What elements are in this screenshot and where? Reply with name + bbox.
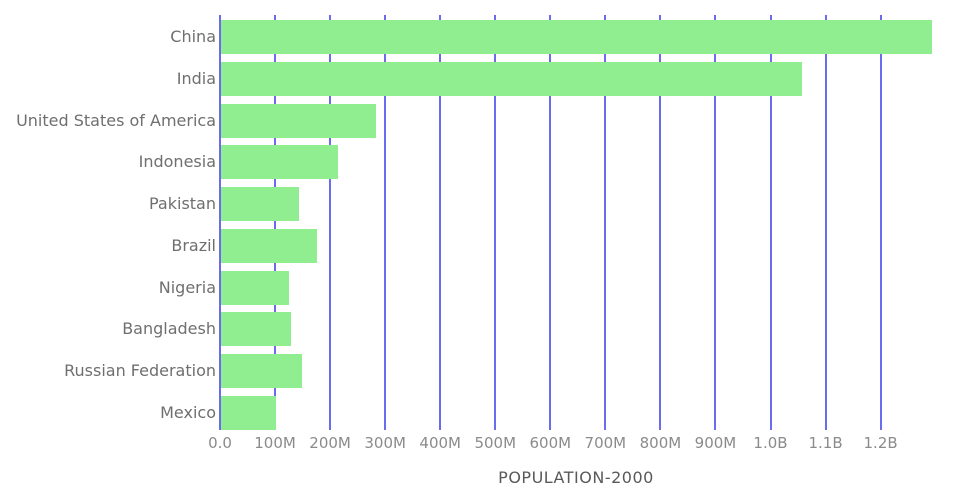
bar-brazil[interactable] — [221, 228, 318, 263]
gridline-900m — [714, 15, 717, 430]
bar-indonesia[interactable] — [221, 145, 338, 180]
x-tick-label-800m: 800M — [639, 434, 682, 452]
x-tick-label-1-2b: 1.2B — [863, 434, 898, 452]
gridline-400m — [439, 15, 442, 430]
bar-pakistan[interactable] — [221, 187, 300, 222]
x-tick-label-900m: 900M — [694, 434, 737, 452]
x-tick-label-1-0b: 1.0B — [753, 434, 788, 452]
category-label-indonesia: Indonesia — [138, 152, 216, 172]
category-label-india: India — [176, 68, 216, 88]
x-tick-label-200m: 200M — [309, 434, 351, 452]
x-tick-label-1-1b: 1.1B — [808, 434, 843, 452]
bar-united-states-of-america[interactable] — [221, 103, 377, 138]
x-tick-label-500m: 500M — [474, 434, 517, 452]
x-tick-label-0-0: 0.0 — [208, 434, 232, 452]
gridline-800m — [659, 15, 662, 430]
gridline-1000m — [769, 15, 772, 430]
gridline-1100m — [824, 15, 827, 430]
x-tick-label-300m: 300M — [364, 434, 406, 452]
category-label-pakistan: Pakistan — [149, 194, 216, 214]
plot-area — [219, 15, 932, 431]
gridline-700m — [604, 15, 607, 430]
gridline-600m — [549, 15, 552, 430]
category-label-bangladesh: Bangladesh — [122, 319, 216, 339]
gridline-500m — [494, 15, 497, 430]
value-axis: 0.0 100M 200M 300M 400M 500M 600M 700M 800M 900M 1… — [0, 431, 960, 453]
bar-mexico[interactable] — [221, 396, 277, 431]
x-tick-label-600m: 600M — [529, 434, 572, 452]
bar-nigeria[interactable] — [221, 270, 289, 305]
bar-india[interactable] — [221, 61, 803, 96]
category-label-brazil: Brazil — [171, 235, 216, 255]
gridline-200m — [329, 15, 332, 430]
gridline-0m — [219, 15, 221, 430]
category-label-russian-federation: Russian Federation — [64, 361, 216, 381]
x-tick-label-400m: 400M — [419, 434, 461, 452]
gridline-100m — [274, 15, 277, 430]
category-label-nigeria: Nigeria — [158, 277, 216, 297]
x-tick-label-100m: 100M — [254, 434, 296, 452]
category-label-china: China — [170, 27, 216, 46]
gridline-300m — [384, 15, 387, 430]
bar-russian-federation[interactable] — [221, 354, 302, 389]
gridline-1200m — [879, 15, 882, 430]
x-tick-label-700m: 700M — [584, 434, 627, 452]
category-axis: China India United States of America Indone… — [0, 15, 216, 430]
category-label-united-states-of-america: United States of America — [16, 110, 216, 130]
bar-china[interactable] — [221, 20, 932, 54]
category-label-mexico: Mexico — [160, 403, 216, 423]
bar-bangladesh[interactable] — [221, 312, 292, 347]
chart-title: POPULATION-2000 — [498, 468, 654, 487]
